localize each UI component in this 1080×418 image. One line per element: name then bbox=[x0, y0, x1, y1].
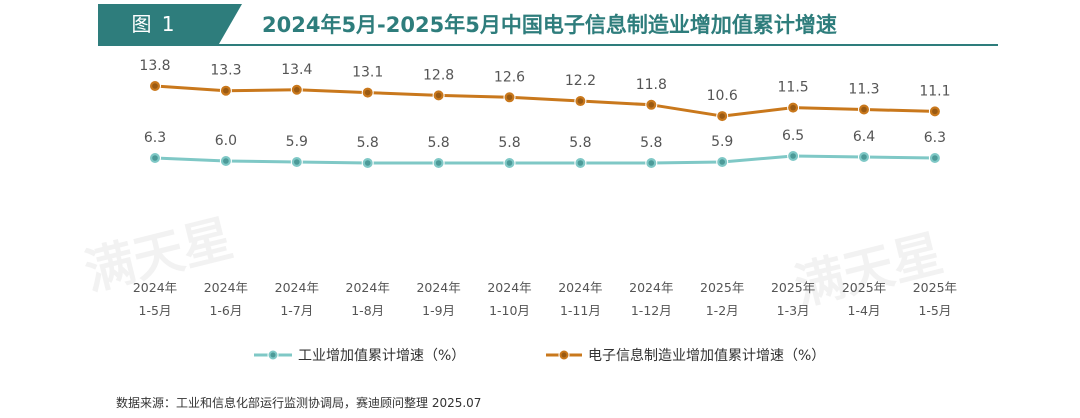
x-tick-label-year: 2024年 bbox=[487, 280, 531, 295]
data-point-core-industry bbox=[152, 155, 158, 161]
series-line-electronics bbox=[153, 84, 937, 118]
data-label-industry: 6.5 bbox=[782, 128, 804, 144]
data-label-industry: 5.8 bbox=[569, 135, 591, 151]
figure-tag-label: 图 1 bbox=[131, 12, 177, 36]
data-point-core-electronics bbox=[790, 104, 796, 111]
x-tick-label-period: 1-7月 bbox=[280, 303, 313, 318]
x-tick-label-year: 2024年 bbox=[275, 280, 319, 295]
data-point-core-industry bbox=[435, 160, 442, 166]
title-divider bbox=[98, 44, 998, 46]
data-label-electronics: 13.3 bbox=[210, 63, 241, 79]
data-point-core-industry bbox=[932, 155, 938, 161]
series-line-industry bbox=[153, 154, 937, 165]
data-label-industry: 6.0 bbox=[215, 133, 237, 149]
x-tick-label-period: 1-4月 bbox=[848, 303, 881, 318]
data-label-industry: 5.9 bbox=[286, 134, 308, 150]
data-point-core-industry bbox=[790, 153, 796, 159]
x-tick-label-period: 1-3月 bbox=[777, 303, 810, 318]
x-tick-label-year: 2024年 bbox=[346, 280, 390, 295]
data-point-core-electronics bbox=[152, 83, 158, 89]
data-label-electronics: 10.6 bbox=[707, 88, 738, 104]
data-point-core-industry bbox=[294, 159, 300, 165]
x-tick-label-year: 2025年 bbox=[913, 280, 957, 295]
data-label-industry: 5.8 bbox=[640, 135, 662, 151]
legend-marker-core-electronics bbox=[561, 352, 567, 358]
x-tick-label-year: 2024年 bbox=[629, 280, 673, 295]
x-tick-label-period: 1-8月 bbox=[351, 303, 384, 318]
data-label-electronics: 12.2 bbox=[565, 73, 596, 89]
x-tick-label-year: 2024年 bbox=[133, 280, 177, 295]
data-label-electronics: 11.1 bbox=[919, 83, 950, 99]
x-tick-label-year: 2024年 bbox=[558, 280, 602, 295]
x-tick-label-year: 2025年 bbox=[700, 280, 744, 295]
x-tick-label-year: 2024年 bbox=[204, 280, 248, 295]
data-point-core-electronics bbox=[932, 108, 938, 115]
data-label-electronics: 12.8 bbox=[423, 67, 454, 83]
data-label-electronics: 11.8 bbox=[636, 77, 667, 93]
data-label-industry: 6.3 bbox=[144, 130, 166, 146]
data-label-electronics: 13.8 bbox=[139, 58, 170, 74]
data-point-core-industry bbox=[506, 160, 513, 166]
chart-title: 2024年5月-2025年5月中国电子信息制造业增加值累计增速 bbox=[262, 13, 837, 37]
x-tick-label-period: 1-10月 bbox=[489, 303, 530, 318]
legend-marker-core-industry bbox=[270, 352, 276, 358]
x-tick-label-year: 2025年 bbox=[842, 280, 886, 295]
legend-label-industry: 工业增加值累计增速（%） bbox=[298, 348, 465, 364]
data-label-industry: 5.9 bbox=[711, 134, 733, 150]
x-tick-label-period: 1-9月 bbox=[422, 303, 455, 318]
data-point-core-industry bbox=[719, 159, 725, 165]
x-tick-label-year: 2024年 bbox=[416, 280, 460, 295]
data-point-core-electronics bbox=[506, 94, 513, 101]
data-point-core-electronics bbox=[294, 86, 300, 93]
data-point-core-electronics bbox=[223, 87, 229, 94]
x-tick-label-period: 1-11月 bbox=[560, 303, 601, 318]
x-tick-label-period: 1-5月 bbox=[139, 303, 172, 318]
source-note: 数据来源：工业和信息化部运行监测协调局，赛迪顾问整理 2025.07 bbox=[116, 396, 482, 410]
legend-label-electronics: 电子信息制造业增加值累计增速（%） bbox=[588, 347, 825, 364]
data-label-industry: 5.8 bbox=[357, 135, 379, 151]
data-label-industry: 6.3 bbox=[924, 130, 946, 146]
data-label-electronics: 13.4 bbox=[281, 62, 312, 78]
data-point-core-electronics bbox=[861, 106, 867, 113]
data-point-core-industry bbox=[648, 160, 655, 166]
data-point-core-electronics bbox=[648, 102, 655, 108]
data-point-core-industry bbox=[364, 160, 371, 166]
data-point-core-electronics bbox=[719, 113, 725, 119]
data-point-core-electronics bbox=[435, 92, 442, 99]
x-tick-label-period: 1-6月 bbox=[209, 303, 242, 318]
data-label-electronics: 12.6 bbox=[494, 69, 525, 85]
data-label-electronics: 11.5 bbox=[778, 80, 809, 96]
data-point-core-industry bbox=[223, 158, 229, 164]
x-tick-label-period: 1-12月 bbox=[631, 303, 672, 318]
data-point-core-industry bbox=[861, 154, 867, 160]
data-label-industry: 6.4 bbox=[853, 129, 875, 145]
data-point-core-electronics bbox=[364, 89, 371, 96]
data-label-electronics: 11.3 bbox=[848, 82, 879, 98]
data-label-industry: 5.8 bbox=[498, 135, 520, 151]
data-label-electronics: 13.1 bbox=[352, 65, 383, 81]
figure-tag: 图 1 bbox=[98, 4, 242, 44]
x-tick-label-year: 2025年 bbox=[771, 280, 815, 295]
data-label-industry: 5.8 bbox=[427, 135, 449, 151]
data-point-core-electronics bbox=[577, 98, 584, 104]
data-point-core-industry bbox=[577, 160, 584, 166]
x-tick-label-period: 1-5月 bbox=[918, 303, 951, 318]
x-tick-label-period: 1-2月 bbox=[706, 303, 739, 318]
